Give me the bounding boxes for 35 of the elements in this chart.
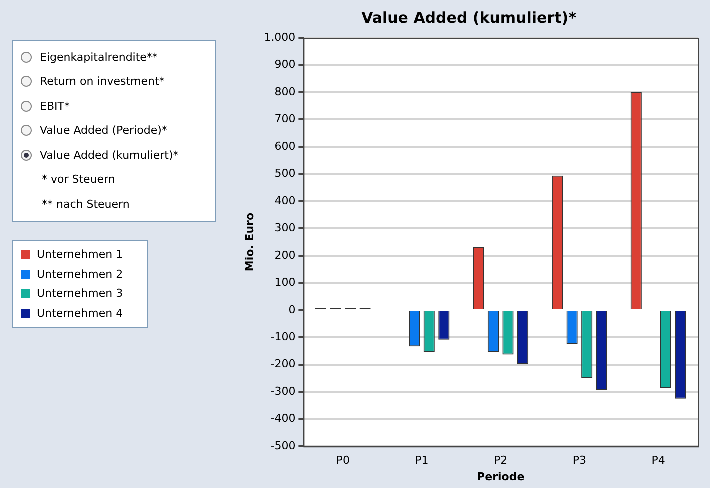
x-tick-label: P1 — [415, 454, 429, 468]
y-tick-label: 100 — [274, 276, 296, 290]
y-tick-label: 400 — [274, 194, 296, 208]
legend-label: Unternehmen 4 — [37, 306, 124, 320]
y-tick-label: 700 — [274, 112, 296, 126]
text: EBIT* — [40, 100, 70, 113]
y-tick-label: 300 — [274, 222, 296, 235]
x-tick-label: P3 — [572, 454, 587, 468]
y-tick-label: -100 — [270, 330, 296, 344]
x-tick-label: P0 — [336, 454, 350, 468]
text: Value Added (Periode)* — [40, 124, 168, 138]
legend-label: Unternehmen 1 — [37, 248, 124, 262]
x-tick-label: P2 — [494, 454, 508, 468]
y-tick-label: -400 — [270, 412, 296, 426]
text: Eigenkapitalrendite** — [40, 50, 158, 64]
y-tick-label: 500 — [274, 167, 296, 180]
y-tick-label: 0 — [288, 303, 296, 316]
legend-label: Unternehmen 3 — [37, 287, 124, 300]
y-tick-label: 600 — [274, 140, 296, 153]
y-tick-label: -300 — [270, 384, 296, 398]
x-tick-label: P4 — [652, 454, 666, 468]
chart-title: Value Added (kumuliert)* — [362, 8, 577, 27]
y-tick-label: -500 — [270, 439, 296, 452]
y-tick-label: -200 — [270, 358, 296, 371]
text: * vor Steuern — [42, 173, 116, 186]
y-axis-title: Mio. Euro — [243, 212, 256, 272]
text: Value Added (kumuliert)* — [40, 148, 179, 162]
text: Return on investment* — [40, 75, 165, 88]
text: ** nach Steuern — [42, 198, 130, 211]
y-tick-label: 1.000 — [264, 30, 296, 44]
y-tick-label: 200 — [274, 248, 296, 262]
legend-label: Unternehmen 2 — [37, 268, 124, 281]
y-tick-label: 800 — [274, 85, 296, 98]
y-tick-label: 900 — [274, 58, 296, 72]
x-axis-title: Periode — [477, 470, 525, 484]
